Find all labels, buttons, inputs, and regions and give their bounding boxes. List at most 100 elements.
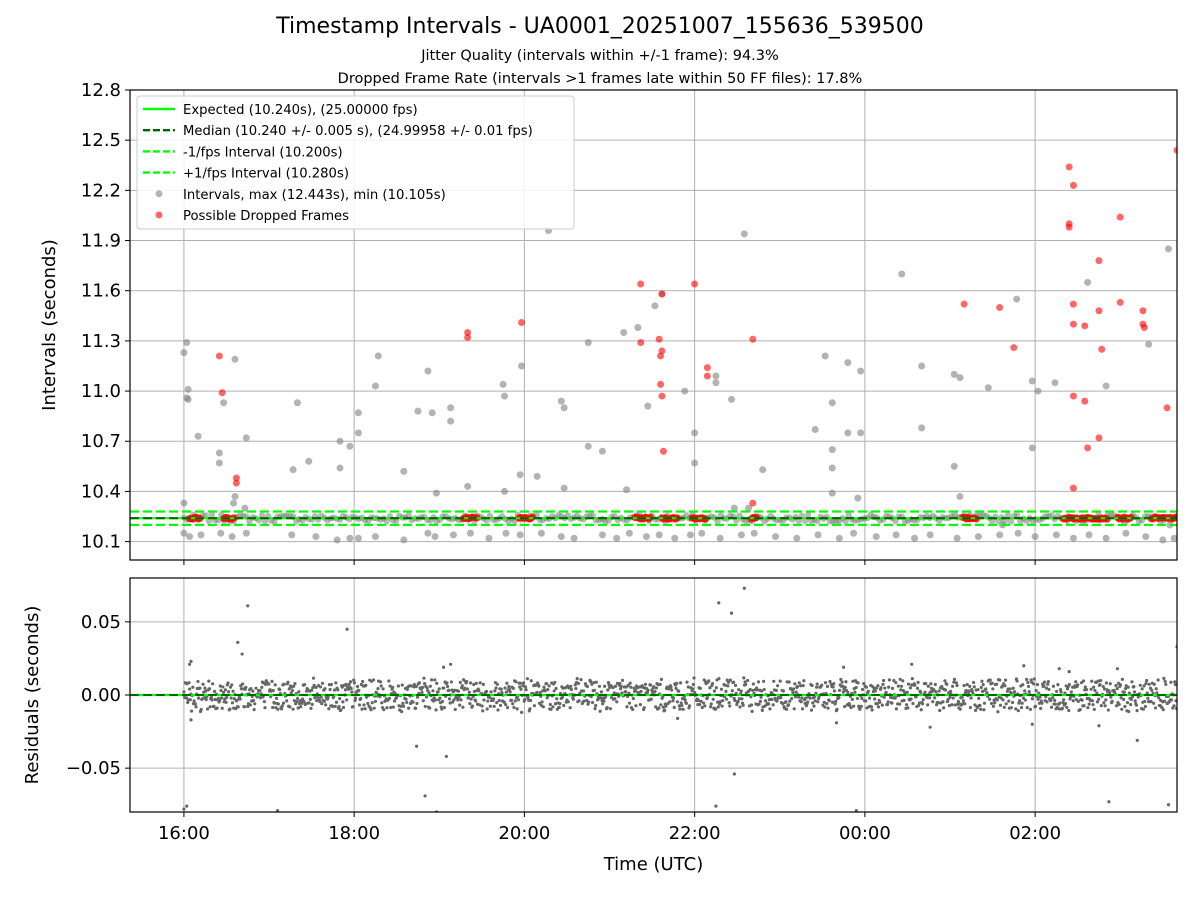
residual-point: [890, 686, 895, 690]
residual-point: [425, 686, 429, 690]
y-axis-label-residuals: Residuals (seconds): [22, 606, 43, 785]
residual-point: [743, 680, 747, 684]
residual-point: [854, 808, 858, 812]
residual-point: [554, 686, 558, 691]
residual-point: [1122, 697, 1126, 702]
interval-point: [1102, 382, 1110, 390]
residual-point: [1004, 702, 1008, 706]
residual-point: [1026, 680, 1030, 685]
interval-point: [892, 531, 900, 539]
residual-point: [371, 678, 376, 682]
residual-point: [354, 696, 358, 700]
residual-point: [995, 682, 999, 686]
residual-point: [643, 682, 648, 686]
dropped-frame-point: [1065, 223, 1073, 231]
residual-point: [606, 688, 610, 692]
residual-point: [1120, 677, 1124, 681]
residual-point: [985, 691, 989, 695]
y-tick-label: 0.05: [81, 612, 121, 633]
residual-point: [1118, 683, 1123, 687]
residual-point: [422, 682, 427, 686]
x-tick-label: 18:00: [328, 823, 380, 844]
residual-point: [867, 696, 872, 700]
dropped-frame-point: [1081, 322, 1089, 330]
interval-point: [584, 339, 592, 347]
residual-point: [366, 701, 370, 706]
residual-point: [357, 703, 362, 707]
residual-point: [1152, 682, 1156, 686]
residual-point: [894, 680, 898, 685]
residual-point: [816, 700, 820, 704]
residual-point: [620, 691, 624, 695]
residual-point: [504, 690, 508, 694]
residual-point: [263, 706, 267, 710]
residual-point: [869, 705, 874, 709]
residual-point: [718, 700, 722, 704]
residual-point: [945, 682, 949, 686]
residual-point: [528, 707, 532, 711]
residual-point: [885, 703, 890, 707]
residual-point: [362, 703, 366, 707]
residual-point: [615, 700, 619, 704]
residual-point: [910, 677, 914, 681]
residual-point: [1032, 682, 1036, 686]
residual-point: [771, 703, 775, 707]
residual-point: [499, 687, 503, 691]
residual-point: [724, 697, 729, 701]
residual-point: [887, 678, 891, 682]
residual-point: [1049, 698, 1053, 703]
y-tick-label: 12.5: [81, 130, 121, 151]
interval-point: [926, 531, 934, 539]
interval-point: [740, 230, 748, 238]
interval-point: [180, 349, 188, 357]
residual-point: [759, 695, 763, 699]
residual-point: [965, 683, 969, 687]
residual-point: [1145, 678, 1149, 683]
residual-point: [925, 696, 929, 700]
residual-point: [493, 689, 497, 693]
residual-point: [937, 689, 941, 693]
residual-point: [459, 698, 463, 702]
residual-point: [248, 703, 252, 707]
residual-point: [297, 702, 302, 706]
residual-point: [1090, 679, 1094, 683]
interval-point: [449, 531, 457, 539]
residual-point: [318, 685, 323, 689]
residual-point: [933, 696, 937, 700]
residual-point: [226, 690, 231, 694]
dropped-frame-point: [1116, 298, 1124, 306]
residual-point: [967, 689, 971, 693]
residual-point: [1120, 707, 1124, 711]
y-tick-label: 11.3: [81, 331, 121, 352]
residual-point: [862, 681, 866, 686]
residual-point: [213, 697, 217, 702]
dropped-frame-point: [749, 499, 757, 507]
residual-point: [302, 699, 306, 704]
residual-point: [784, 707, 789, 711]
residual-point: [345, 627, 349, 631]
residual-point: [414, 744, 419, 748]
interval-point: [502, 529, 510, 537]
residual-point: [518, 681, 522, 685]
residual-point: [1115, 667, 1120, 671]
residual-point: [334, 700, 339, 704]
residual-point: [508, 690, 512, 694]
residual-point: [295, 696, 300, 701]
residual-point: [320, 681, 325, 685]
residual-point: [806, 700, 810, 704]
residual-point: [1028, 707, 1033, 712]
residual-point: [1039, 706, 1043, 710]
residual-point: [1000, 684, 1004, 688]
residual-point: [856, 681, 860, 685]
residual-point: [431, 689, 435, 693]
residual-point: [1173, 683, 1177, 687]
residual-point: [417, 681, 422, 685]
residual-point: [896, 684, 900, 688]
residual-point: [1108, 682, 1112, 686]
dropped-frame-point: [232, 474, 240, 482]
residual-point: [1146, 696, 1150, 700]
y-tick-label: −0.05: [66, 758, 121, 779]
residual-point: [347, 682, 351, 686]
residual-point: [1169, 680, 1173, 684]
